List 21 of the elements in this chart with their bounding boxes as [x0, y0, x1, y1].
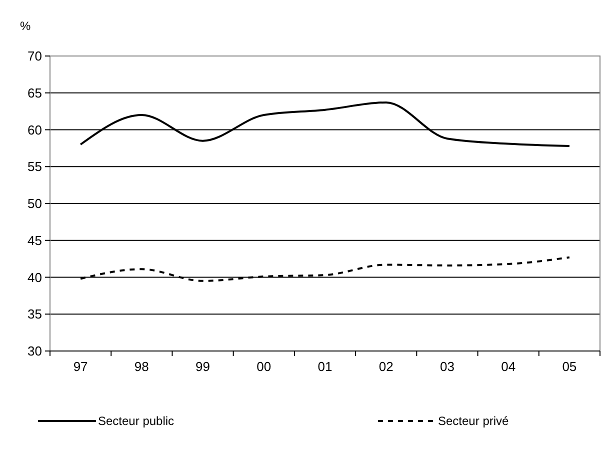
y-tick-label: 30: [28, 344, 42, 359]
x-tick-label: 03: [440, 359, 454, 374]
x-tick-label: 00: [256, 359, 272, 374]
y-tick-label: 55: [28, 159, 42, 174]
legend-label: Secteur public: [98, 414, 174, 428]
x-tick-label: 02: [378, 359, 394, 374]
x-tick-label: 98: [134, 359, 149, 374]
y-tick-label: 50: [28, 196, 42, 212]
y-axis-title: %: [20, 19, 31, 33]
x-tick-label: 05: [562, 359, 577, 374]
y-tick-label: 45: [28, 232, 42, 248]
y-tick-label: 60: [28, 122, 42, 138]
x-tick-label: 01: [318, 359, 332, 374]
x-tick-label: 97: [73, 359, 88, 374]
x-tick-label: 99: [196, 359, 210, 374]
legend-label: Secteur privé: [438, 414, 510, 428]
y-tick-label: 65: [28, 85, 42, 100]
y-tick-label: 35: [28, 306, 42, 322]
x-tick-label: 04: [501, 359, 516, 374]
y-tick-label: 70: [28, 48, 42, 64]
y-tick-label: 40: [28, 270, 42, 285]
